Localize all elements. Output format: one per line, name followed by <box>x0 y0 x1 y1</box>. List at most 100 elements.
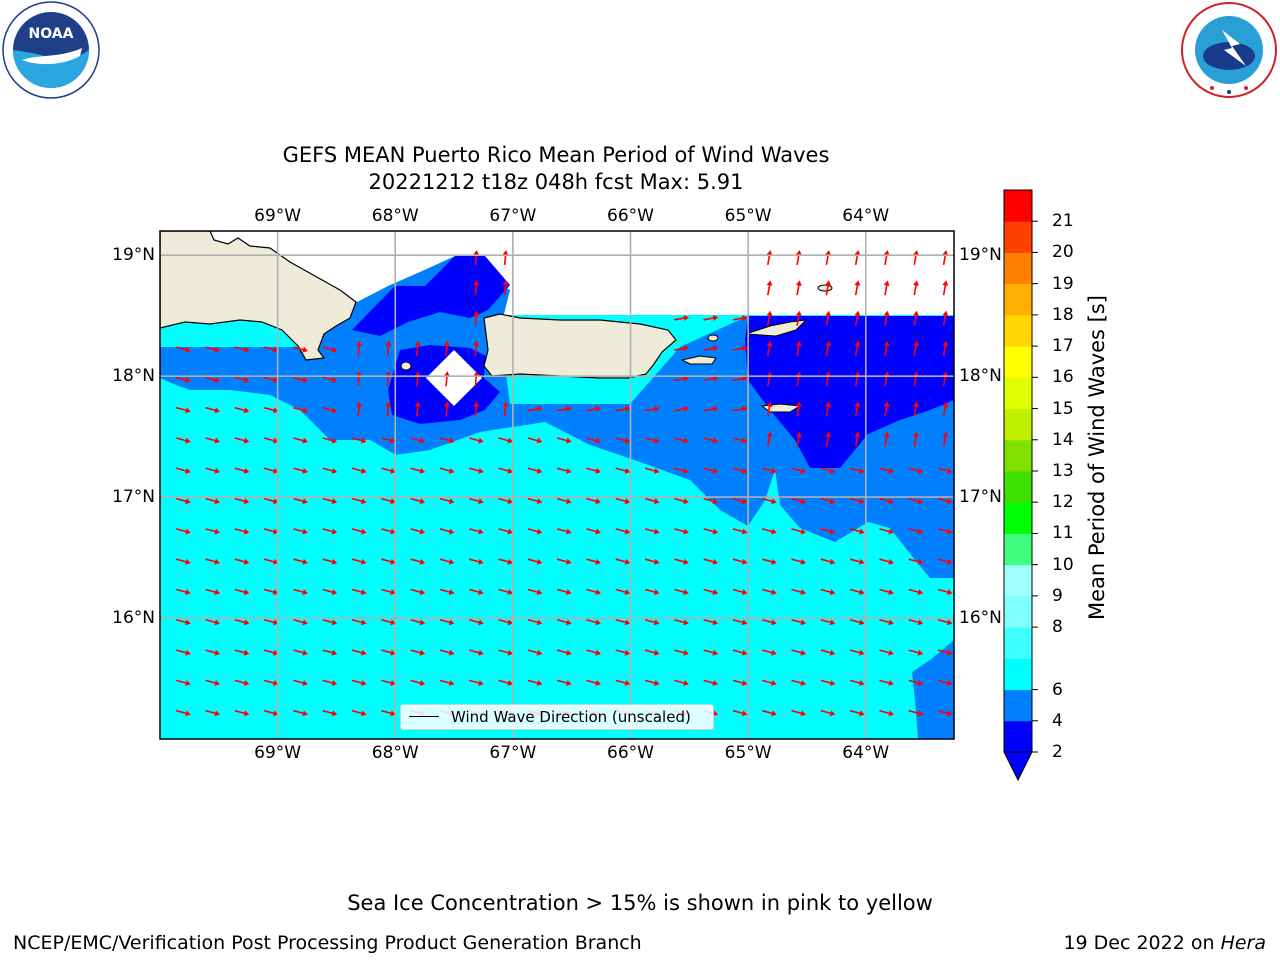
wave-direction-arrow <box>913 431 919 447</box>
wave-direction-arrow <box>322 709 338 717</box>
colorbar-segment <box>1004 221 1032 253</box>
wave-direction-arrow <box>498 497 514 505</box>
wave-direction-arrow <box>234 497 250 505</box>
wave-direction-arrow <box>820 588 836 595</box>
wave-direction-arrow <box>849 649 865 656</box>
wave-direction-arrow <box>351 588 367 595</box>
wave-direction-arrow <box>732 588 748 595</box>
wave-direction-arrow <box>644 588 660 595</box>
wave-direction-arrow <box>176 376 191 383</box>
wave-direction-arrow <box>414 401 421 417</box>
graticule <box>160 231 954 739</box>
wave-direction-arrow <box>883 431 890 447</box>
wave-direction-arrow <box>381 497 396 505</box>
wave-direction-arrow <box>205 649 221 656</box>
island-anegada <box>817 284 833 292</box>
lat-label-right: 17°N <box>959 487 1002 508</box>
wave-direction-arrow <box>586 497 601 505</box>
wave-direction-arrow <box>205 619 221 626</box>
wave-direction-arrow <box>527 619 543 626</box>
wave-direction-arrow <box>732 467 748 474</box>
wave-direction-arrow <box>414 340 421 356</box>
wave-direction-arrow <box>908 588 924 595</box>
wave-direction-arrow <box>205 588 221 595</box>
wave-direction-arrow <box>527 467 543 474</box>
wave-direction-arrow <box>849 588 865 595</box>
wave-direction-arrow <box>615 588 631 595</box>
wave-direction-arrow <box>351 558 367 565</box>
wave-direction-arrow <box>410 528 426 535</box>
wave-direction-arrow <box>351 619 367 626</box>
wave-direction-arrow <box>176 619 191 626</box>
wave-direction-arrow <box>644 528 660 535</box>
wave-direction-arrow <box>879 588 894 595</box>
wave-direction-arrow <box>879 497 894 505</box>
wave-direction-arrow <box>703 345 719 352</box>
wave-direction-arrow <box>293 709 308 717</box>
wave-direction-arrow <box>293 588 308 595</box>
wave-direction-arrow <box>381 649 396 656</box>
wave-direction-arrow <box>234 649 250 656</box>
colorbar-segment <box>1004 689 1032 722</box>
svg-text:NOAA: NOAA <box>29 26 74 42</box>
wave-direction-arrow <box>439 437 455 444</box>
wave-direction-arrow <box>849 709 865 717</box>
wave-direction-arrow <box>879 528 894 535</box>
wave-direction-arrow <box>849 467 865 474</box>
wave-direction-arrow <box>381 437 396 444</box>
colorbar-tick-label: 11 <box>1052 523 1074 544</box>
wave-direction-arrow <box>825 431 832 447</box>
wave-direction-arrow <box>443 371 450 387</box>
wave-direction-arrow <box>205 376 221 383</box>
lon-label-top: 64°W <box>842 206 890 226</box>
wave-direction-arrow <box>791 649 807 656</box>
wave-direction-arrow <box>820 619 836 626</box>
wave-direction-arrow <box>849 679 865 686</box>
wave-direction-arrow <box>473 401 480 417</box>
wave-direction-arrow <box>913 310 919 326</box>
wave-direction-arrow <box>762 619 777 626</box>
lon-label-top: 69°W <box>254 206 302 226</box>
lon-label-top: 67°W <box>489 206 537 226</box>
wave-direction-arrow <box>176 679 191 686</box>
wave-direction-arrow <box>825 280 832 296</box>
wave-direction-arrow <box>586 467 601 474</box>
wave-direction-arrow <box>439 588 455 595</box>
colorbar-segment <box>1004 658 1032 691</box>
wave-direction-arrow <box>351 437 367 444</box>
wave-direction-arrow <box>469 497 484 505</box>
wave-direction-arrow <box>205 497 221 505</box>
wave-direction-arrow <box>703 497 719 505</box>
wave-direction-arrow <box>234 679 250 686</box>
sea-ice-note: Sea Ice Concentration > 15% is shown in … <box>347 891 933 915</box>
wave-direction-arrow <box>293 376 308 383</box>
wave-direction-arrow <box>234 437 250 444</box>
wave-direction-arrow <box>439 679 455 686</box>
wave-direction-arrow <box>762 588 777 595</box>
wave-direction-arrow <box>556 406 572 412</box>
colorbar-segment <box>1004 346 1032 378</box>
wave-direction-arrow <box>762 528 777 535</box>
wave-direction-arrow <box>293 528 308 535</box>
wave-direction-arrow <box>762 679 777 686</box>
wave-direction-arrow <box>854 341 861 356</box>
wave-direction-arrow <box>527 437 543 444</box>
wave-direction-arrow <box>498 528 514 535</box>
wave-direction-arrow <box>351 649 367 656</box>
wave-direction-arrow <box>322 467 338 474</box>
wave-direction-arrow <box>234 467 250 474</box>
wave-direction-arrow <box>176 528 191 535</box>
wave-direction-arrow <box>791 558 807 565</box>
wave-direction-arrow <box>703 467 719 474</box>
wave-direction-arrow <box>439 649 455 656</box>
wave-direction-arrow <box>937 558 953 565</box>
wave-direction-arrow <box>443 401 450 417</box>
lon-label-bottom: 69°W <box>254 743 302 763</box>
wave-direction-arrow <box>234 588 250 595</box>
wave-direction-arrow <box>762 558 777 565</box>
wave-direction-arrow <box>908 467 924 474</box>
wave-direction-arrow <box>732 619 748 626</box>
wave-direction-arrow <box>527 588 543 595</box>
colorbar-under-arrow <box>1003 751 1033 782</box>
wave-direction-arrow <box>937 497 953 505</box>
